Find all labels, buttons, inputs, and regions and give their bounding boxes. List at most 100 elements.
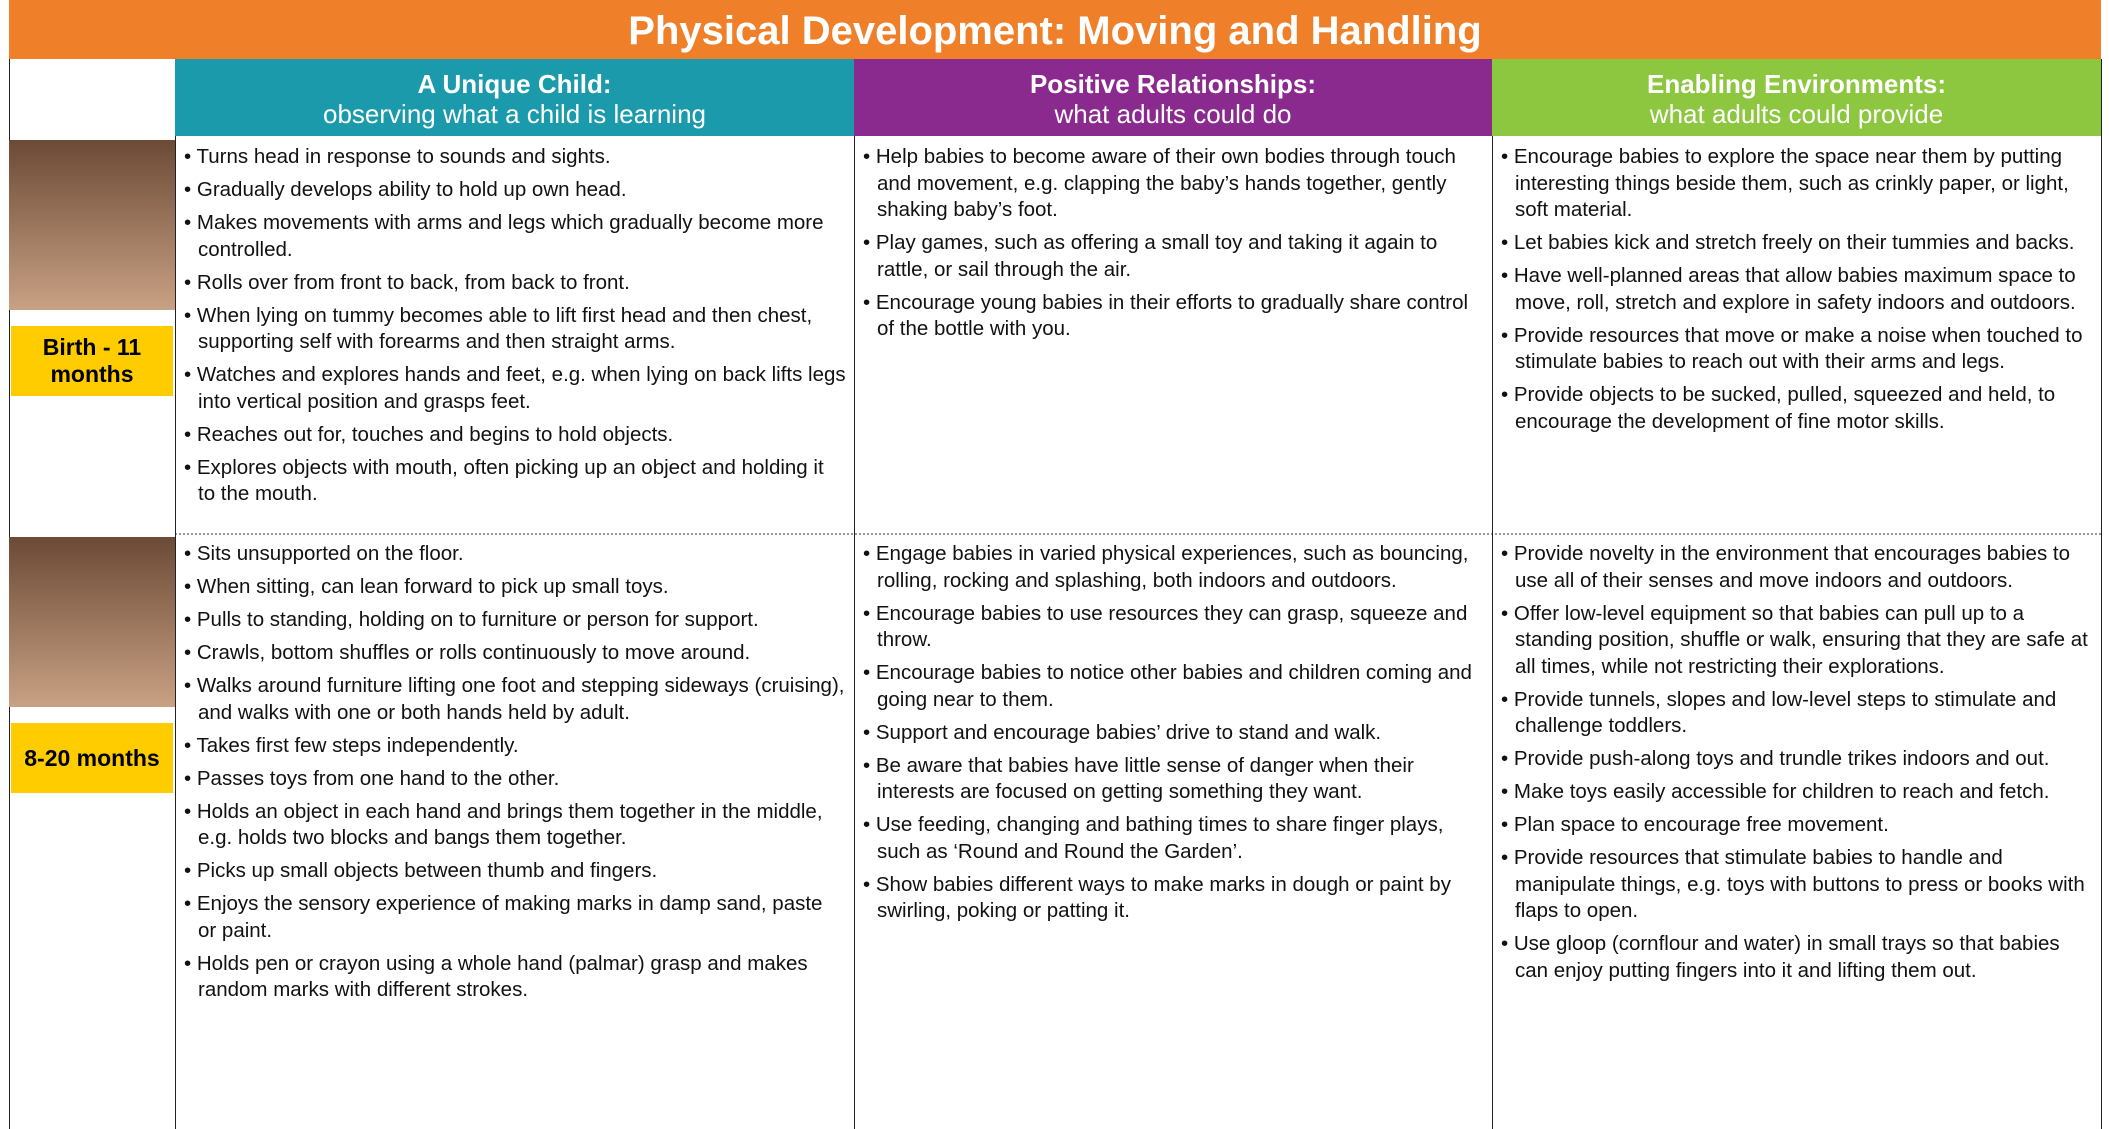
border [2101, 59, 2102, 1129]
bullet-text: When sitting, can lean forward to pick u… [196, 575, 669, 598]
bullet-item: • Let babies kick and stretch freely on … [1501, 231, 2075, 254]
bullet-item: • Explores objects with mouth, often pic… [184, 455, 824, 506]
bullet-text: Use gloop (cornflour and water) in small… [1513, 932, 2060, 982]
bullet-text: Makes movements with arms and legs which… [196, 211, 824, 261]
column-heading: A Unique Child: [417, 69, 612, 99]
bullet-text: Crawls, bottom shuffles or rolls continu… [196, 641, 751, 664]
bullet-text: Encourage babies to use resources they c… [875, 601, 1468, 652]
bullet-text: Engage babies in varied physical experie… [875, 542, 1469, 592]
bullet-text: Reaches out for, touches and begins to h… [196, 422, 674, 446]
bullet-item: • Use feeding, changing and bathing time… [863, 813, 1444, 863]
bullet-text: Show babies different ways to make marks… [875, 872, 1451, 923]
bullet-text: Enjoys the sensory experience of making … [196, 892, 823, 942]
age-label: Birth - 11 months [11, 326, 173, 396]
bullet-text: Watches and explores hands and feet, e.g… [196, 363, 846, 413]
bullet-item: • Help babies to become aware of their o… [863, 145, 1456, 221]
bullet-text: Encourage babies to explore the space ne… [1513, 145, 2069, 221]
bullet-text: Provide novelty in the environment that … [1513, 542, 2070, 592]
bullet-item: • Encourage young babies in their effort… [863, 290, 1469, 341]
bullet-text: Have well-planned areas that allow babie… [1513, 264, 2076, 314]
cell: • Sits unsupported on the floor. • When s… [175, 533, 854, 1129]
bullet-item: • Picks up small objects between thumb a… [184, 859, 658, 882]
column-heading: Enabling Environments: [1646, 69, 1947, 99]
cell: • Help babies to become aware of their o… [854, 136, 1492, 533]
bullet-item: • Gradually develops ability to hold up … [184, 178, 627, 201]
bullet-text: Takes first few steps independently. [196, 733, 519, 757]
bullet-item: • Crawls, bottom shuffles or rolls conti… [184, 641, 751, 664]
title: Physical Development: Moving and Handlin… [9, 0, 2101, 59]
column-subheading: what adults could do [1054, 99, 1292, 129]
bullet-text: Encourage babies to notice other babies … [875, 661, 1472, 711]
cell: • Encourage babies to explore the space … [1492, 136, 2101, 533]
bullet-text: Turns head in response to sounds and sig… [196, 145, 611, 168]
bullet-item: • Provide novelty in the environment tha… [1501, 542, 2070, 592]
bullet-item: • Enjoys the sensory experience of makin… [184, 892, 823, 942]
bullet-text: Holds pen or crayon using a whole hand (… [196, 951, 808, 1002]
cell: • Engage babies in varied physical exper… [854, 533, 1492, 1129]
bullet-text: Rolls over from front to back, from back… [196, 270, 630, 294]
bullet-item: • Be aware that babies have little sense… [863, 753, 1414, 804]
bullet-item: • Encourage babies to notice other babie… [863, 661, 1472, 711]
bullet-item: • Holds an object in each hand and bring… [184, 799, 823, 850]
bullet-item: • Passes toys from one hand to the other… [184, 766, 560, 790]
column-header: Positive Relationships: what adults could… [854, 59, 1492, 136]
bullet-text: Let babies kick and stretch freely on th… [1513, 231, 2075, 254]
bullet-text: Pulls to standing, holding on to furnitu… [196, 608, 759, 631]
bullet-text: Holds an object in each hand and brings … [196, 799, 823, 850]
age-label: 8-20 months [11, 723, 173, 793]
bullet-item: • When lying on tummy becomes able to li… [184, 303, 813, 354]
column-header: A Unique Child: observing what a child is… [175, 59, 854, 136]
bullet-item: • Provide tunnels, slopes and low-level … [1501, 687, 2057, 738]
bullet-item: • Makes movements with arms and legs whi… [184, 211, 824, 261]
bullet-item: • Have well-planned areas that allow bab… [1501, 264, 2076, 314]
age-cell: 8-20 months [9, 533, 175, 1129]
bullet-item: • Show babies different ways to make mar… [863, 872, 1451, 923]
column-subheading: what adults could provide [1649, 99, 1944, 129]
bullet-item: • Holds pen or crayon using a whole hand… [184, 951, 808, 1002]
bullet-text: Plan space to encourage free movement. [1513, 813, 1889, 836]
bullet-text: Gradually develops ability to hold up ow… [196, 178, 627, 201]
bullet-text: When lying on tummy becomes able to lift… [196, 303, 813, 354]
bullet-text: Provide objects to be sucked, pulled, sq… [1513, 383, 2056, 433]
bullet-text: Provide push-along toys and trundle trik… [1513, 747, 2050, 770]
bullet-item: • Provide resources that stimulate babie… [1501, 846, 2085, 922]
bullet-text: Explores objects with mouth, often picki… [196, 455, 824, 506]
bullet-text: Encourage young babies in their efforts … [875, 290, 1469, 341]
bullet-item: • Reaches out for, touches and begins to… [184, 422, 674, 446]
bullet-item: • Provide push-along toys and trundle tr… [1501, 747, 2050, 770]
bullet-item: • Takes first few steps independently. [184, 733, 519, 757]
bullet-item: • Walks around furniture lifting one foo… [184, 674, 845, 724]
bullet-item: • Sits unsupported on the floor. [184, 542, 464, 565]
child-photo [9, 537, 175, 707]
column-heading: Positive Relationships: [1029, 69, 1317, 99]
bullet-text: Provide tunnels, slopes and low-level st… [1513, 687, 2057, 738]
bullet-text: Passes toys from one hand to the other. [196, 766, 560, 790]
bullet-item: • Make toys easily accessible for childr… [1501, 780, 2050, 803]
child-photo [9, 140, 175, 310]
age-cell: Birth - 11 months [9, 136, 175, 533]
column-header: Enabling Environments: what adults could … [1492, 59, 2101, 136]
bullet-text: Use feeding, changing and bathing times … [875, 813, 1444, 863]
bullet-text: Sits unsupported on the floor. [196, 542, 464, 565]
cell: • Turns head in response to sounds and s… [175, 136, 854, 533]
bullet-text: Make toys easily accessible for children… [1513, 780, 2050, 803]
bullet-text: Play games, such as offering a small toy… [875, 231, 1438, 281]
bullet-item: • Offer low-level equipment so that babi… [1501, 601, 2088, 678]
bullet-text: Offer low-level equipment so that babies… [1513, 601, 2088, 678]
bullet-text: Be aware that babies have little sense o… [875, 753, 1414, 804]
bullet-item: • When sitting, can lean forward to pick… [184, 575, 669, 598]
bullet-item: • Pulls to standing, holding on to furni… [184, 608, 759, 631]
bullet-item: • Turns head in response to sounds and s… [184, 145, 611, 168]
bullet-item: • Encourage babies to explore the space … [1501, 145, 2069, 221]
bullet-item: • Watches and explores hands and feet, e… [184, 363, 846, 413]
bullet-item: • Engage babies in varied physical exper… [863, 542, 1469, 592]
bullet-item: • Plan space to encourage free movement. [1501, 813, 1889, 836]
bullet-text: Help babies to become aware of their own… [875, 145, 1456, 221]
bullet-text: Picks up small objects between thumb and… [196, 859, 658, 882]
bullet-item: • Play games, such as offering a small t… [863, 231, 1438, 281]
bullet-text: Provide resources that stimulate babies … [1513, 846, 2085, 922]
bullet-item: • Support and encourage babies’ drive to… [863, 720, 1382, 744]
bullet-text: Provide resources that move or make a no… [1513, 323, 2083, 374]
bullet-item: • Provide resources that move or make a … [1501, 323, 2083, 374]
